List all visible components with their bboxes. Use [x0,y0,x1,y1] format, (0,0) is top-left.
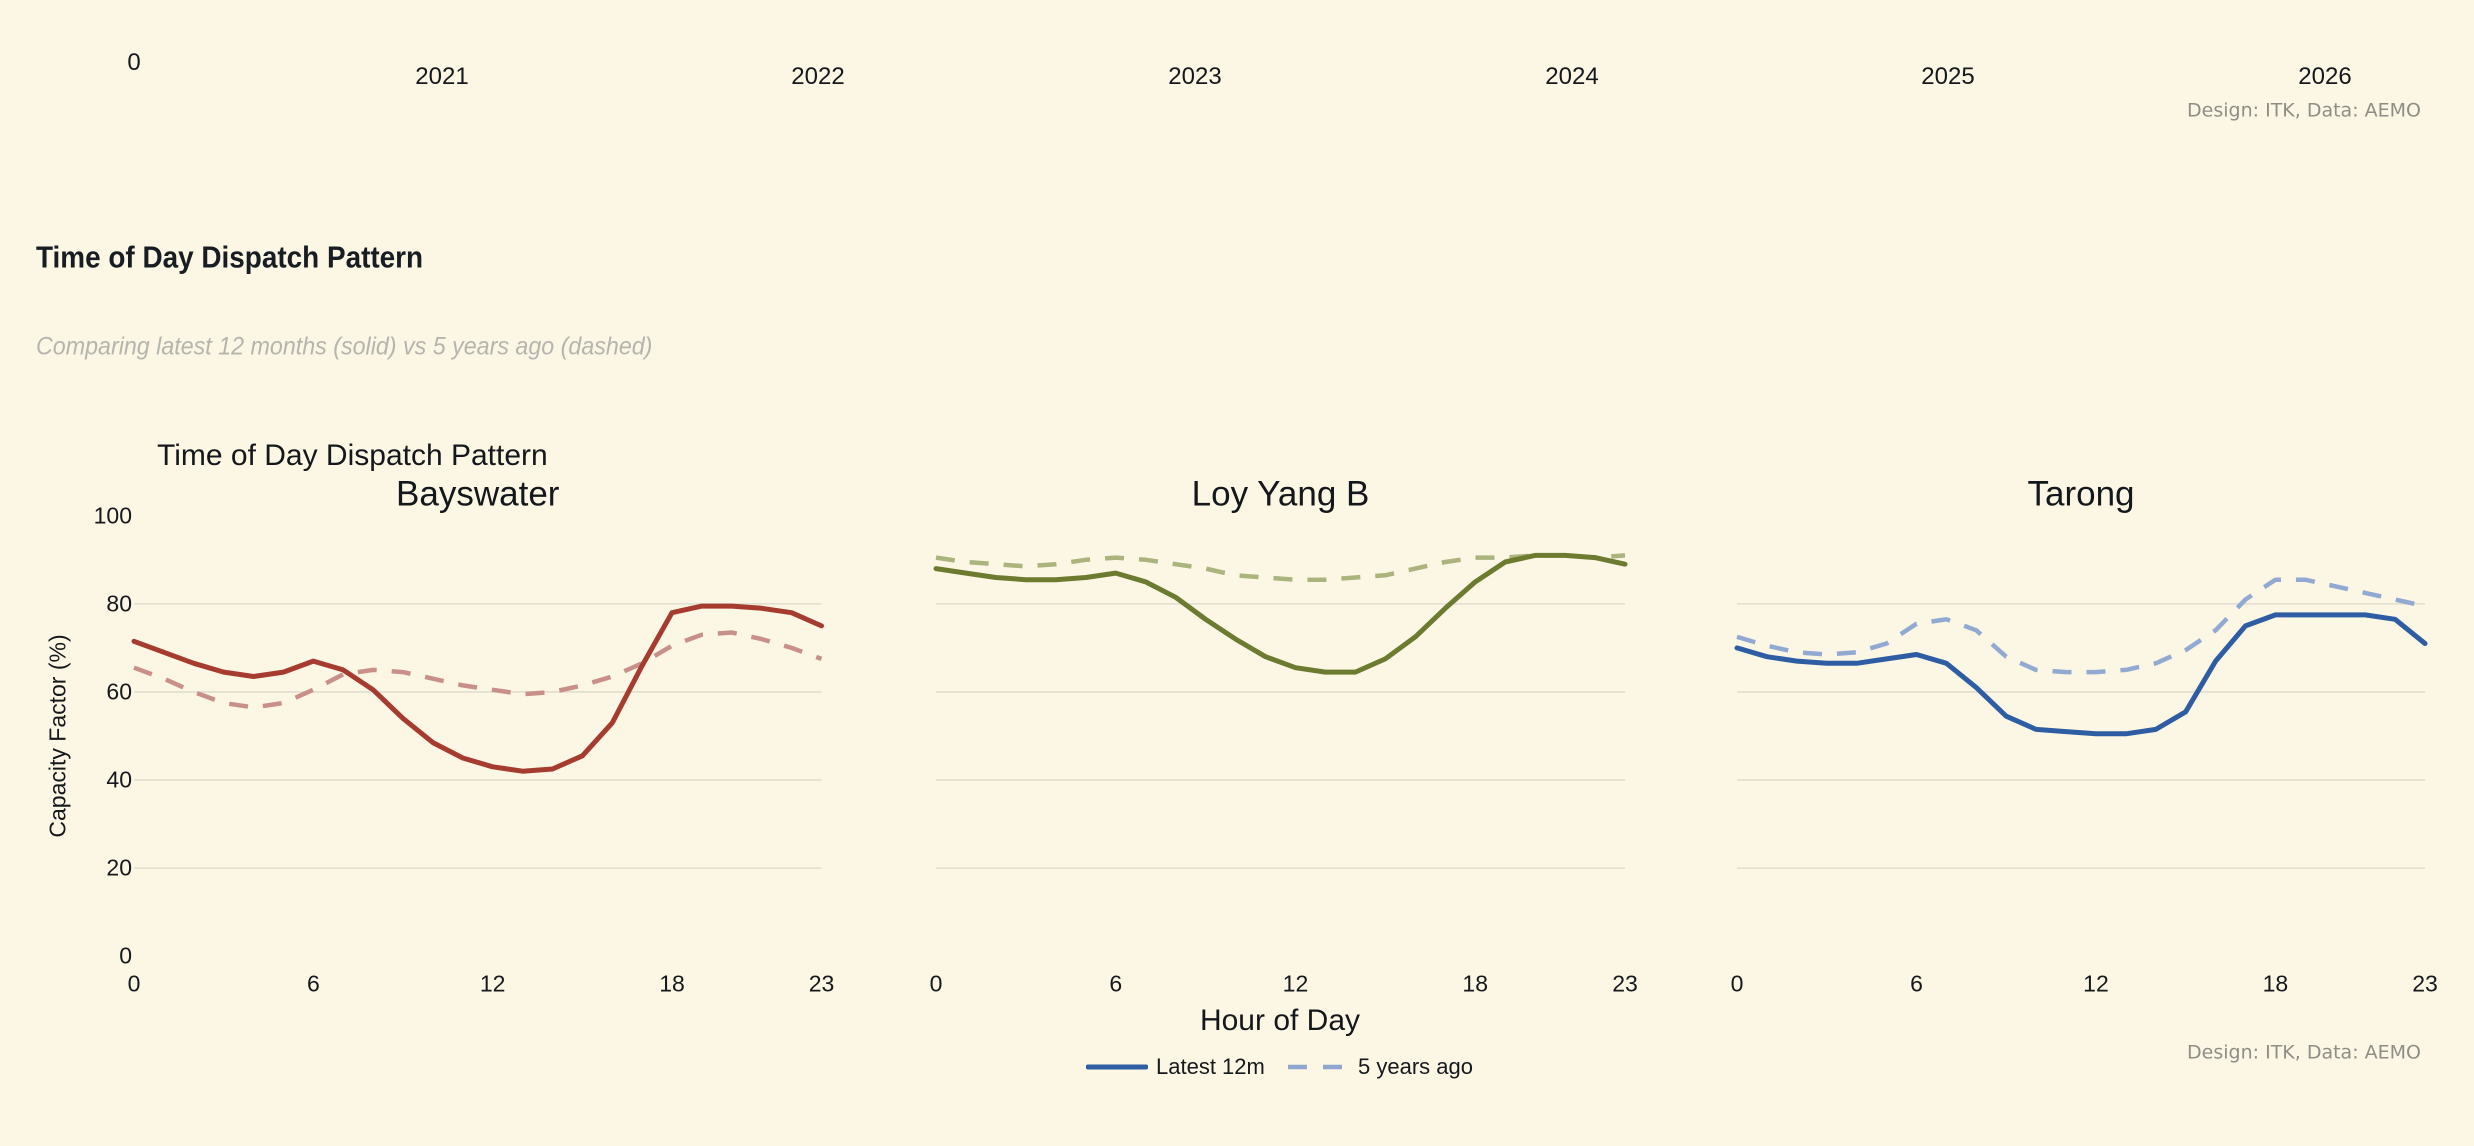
series-line-solid [1734,612,2428,737]
page-title: Time of Day Dispatch Pattern [36,239,424,275]
subplot-title: Loy Yang B [1191,474,1370,514]
series-line-dashed [935,553,1626,582]
x-tick-label: 6 [306,970,320,997]
legend-solid-line-swatch [1086,1064,1148,1070]
top-axis-year-tick-label: 2023 [1168,63,1222,90]
top-axis-year-tick-label: 2022 [791,63,845,90]
legend-label-5-years-ago: 5 years ago [1358,1054,1473,1079]
subplot-title: Tarong [2027,474,2135,514]
x-tick-label: 23 [808,970,835,997]
x-tick-label: 12 [479,970,506,997]
y-tick-label: 100 [93,502,132,529]
figure-suptitle: Time of Day Dispatch Pattern [157,439,548,472]
top-axis-year-tick-label: 2026 [2298,63,2352,90]
series-line-dashed [133,630,823,710]
x-tick-label: 12 [2083,970,2109,997]
page-subtitle: Comparing latest 12 months (solid) vs 5 … [36,332,653,361]
series-line-solid [131,603,824,774]
legend-dashed-line-swatch [1288,1064,1346,1070]
x-tick-label: 6 [1910,970,1923,997]
top-axis-year-tick-label: 2021 [415,63,469,90]
series-line-dashed [1736,577,2426,675]
series-line-solid [933,552,1628,675]
x-tick-label: 12 [1282,970,1309,997]
x-axis-label: Hour of Day [1199,1004,1361,1037]
y-tick-label: 60 [106,678,132,705]
x-tick-label: 18 [2262,970,2289,997]
legend-label-latest-12m: Latest 12m [1156,1054,1265,1079]
credit-bottom: Design: ITK, Data: AEMO [2187,1041,2421,1064]
x-tick-label: 0 [1730,970,1744,997]
x-tick-label: 6 [1109,970,1123,997]
y-tick-label: 0 [119,942,132,969]
subplot-title: Bayswater [396,474,560,514]
x-tick-label: 18 [659,970,685,997]
top-axis-year-tick-label: 2024 [1545,63,1599,90]
x-tick-label: 23 [1612,970,1638,997]
top-axis-zero-tick-label: 0 [127,49,141,76]
y-tick-label: 80 [106,590,132,617]
x-tick-label: 0 [929,970,943,997]
x-tick-label: 18 [1462,970,1488,997]
x-tick-label: 23 [2412,970,2438,997]
top-axis-year-tick-label: 2025 [1921,63,1975,90]
credit-top: Design: ITK, Data: AEMO [2187,99,2421,122]
x-tick-label: 0 [127,970,141,997]
y-tick-label: 40 [106,766,132,793]
y-tick-label: 20 [106,854,132,881]
